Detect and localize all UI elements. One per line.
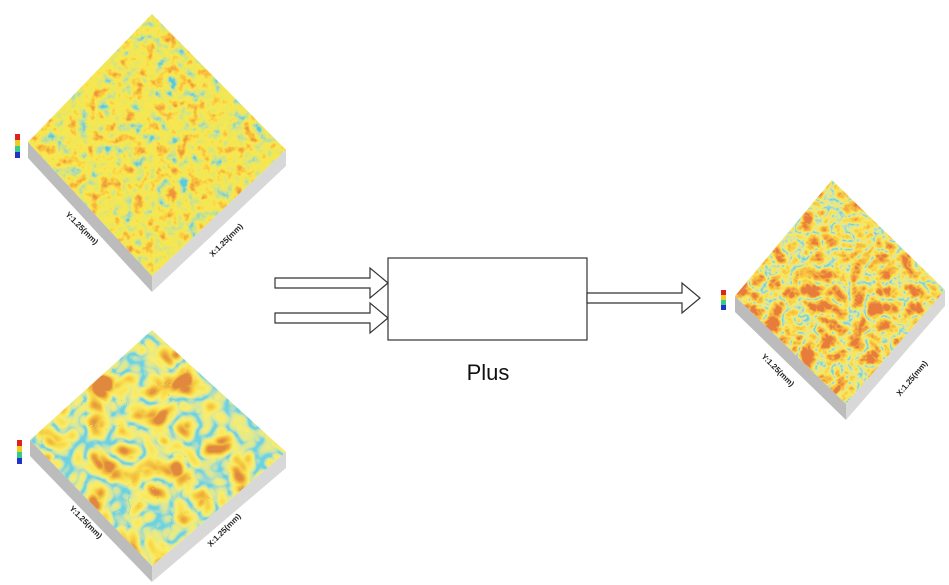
- operation: Plus: [274, 257, 701, 385]
- x-axis-label: X:1.25(mm): [895, 359, 930, 398]
- output-surface: Y:1.25(mm) X:1.25(mm): [721, 180, 945, 420]
- input-arrow: [274, 266, 389, 300]
- operation-box: [387, 257, 588, 341]
- input-surface: Y:1.25(mm) X:1.25(mm): [15, 14, 286, 292]
- input-surface: Y:1.25(mm) X:1.25(mm): [17, 330, 286, 582]
- input-arrow: [274, 301, 389, 335]
- operation-label: Plus: [467, 360, 510, 385]
- output-arrow: [586, 281, 701, 315]
